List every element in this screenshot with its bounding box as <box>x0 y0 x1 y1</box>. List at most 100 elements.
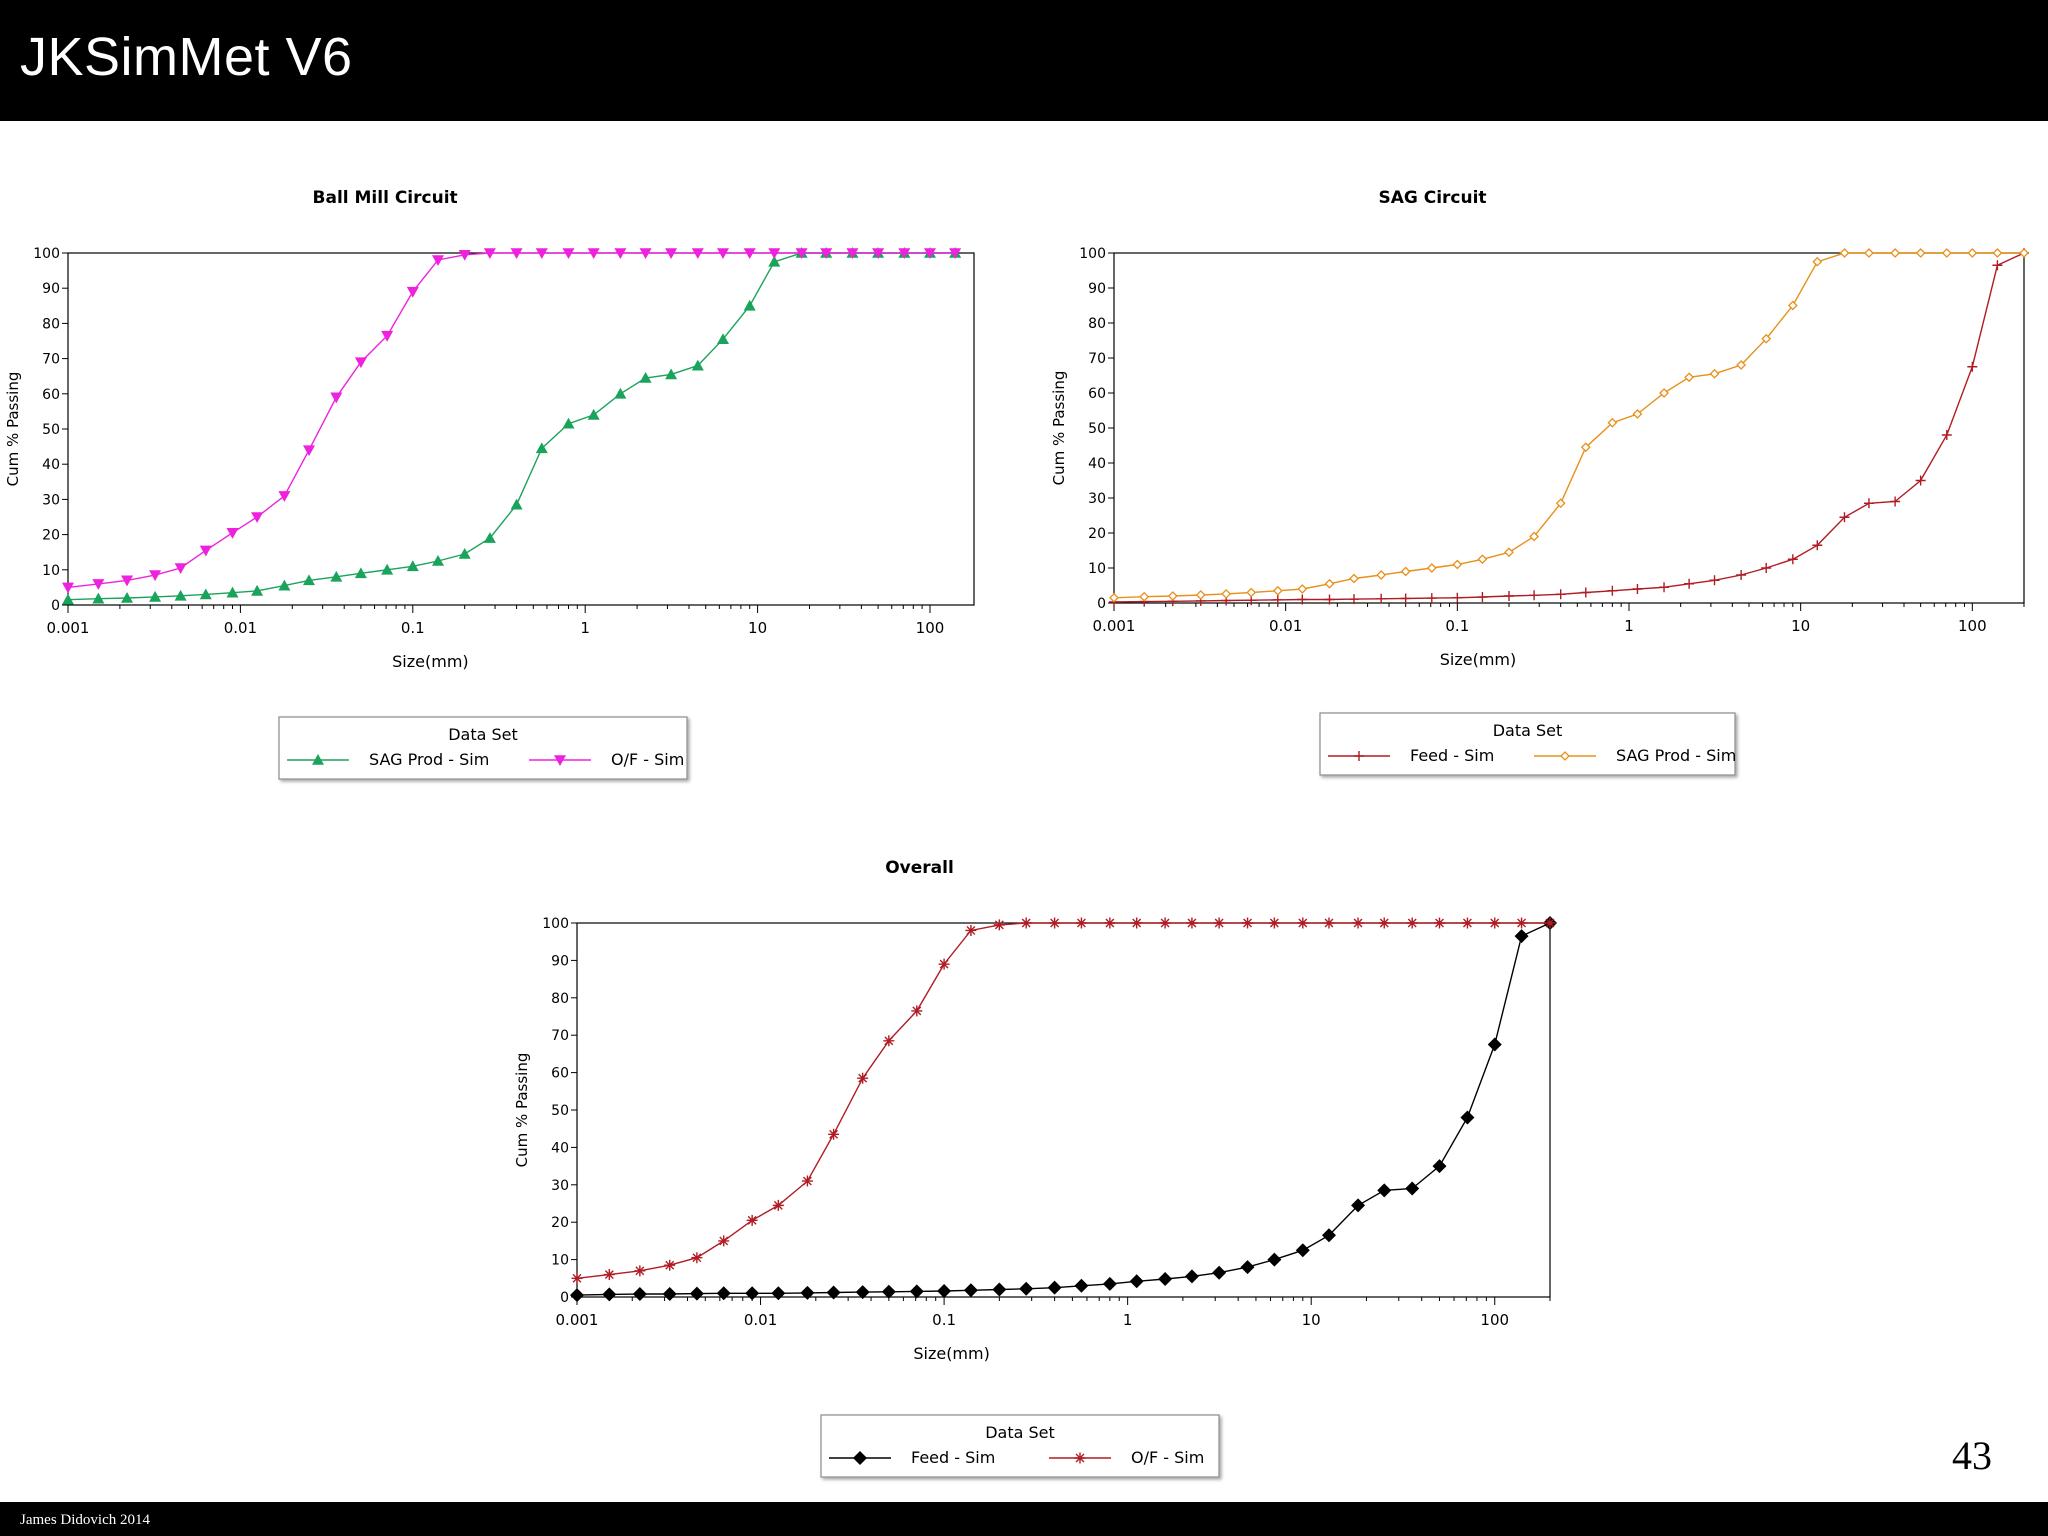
y-tick-label: 90 <box>551 953 569 969</box>
data-point <box>1321 1228 1336 1243</box>
data-point <box>1555 498 1566 509</box>
data-point <box>535 248 548 259</box>
x-axis-label: Size(mm) <box>913 1344 990 1363</box>
data-point <box>1761 333 1772 344</box>
data-point <box>716 333 729 345</box>
data-point <box>1426 563 1437 573</box>
legend-title: Data Set <box>1493 721 1563 740</box>
y-tick-label: 60 <box>1088 386 1106 402</box>
data-point <box>62 593 74 605</box>
data-point <box>691 1252 703 1264</box>
y-tick-label: 20 <box>42 528 60 544</box>
data-point <box>330 570 343 582</box>
data-point <box>381 563 394 575</box>
data-point <box>562 417 575 429</box>
data-point <box>1212 1265 1227 1280</box>
x-tick-label: 10 <box>748 619 767 637</box>
data-point <box>1864 248 1874 258</box>
legend: Data Set SAG Prod - Sim O/F - Sim <box>278 716 688 780</box>
series-o-f-sim <box>571 917 1556 1284</box>
data-point <box>1863 498 1874 509</box>
legend-title: Data Set <box>985 1423 1055 1442</box>
data-point <box>570 1288 584 1303</box>
data-point <box>354 567 367 579</box>
y-tick-label: 70 <box>1088 351 1106 367</box>
y-tick-label: 80 <box>551 991 569 1007</box>
data-point <box>1167 591 1178 601</box>
data-point <box>1992 260 2003 271</box>
data-point <box>1426 593 1437 604</box>
x-tick-label: 1 <box>1123 1311 1133 1329</box>
y-tick-label: 60 <box>551 1066 569 1082</box>
y-tick-label: 10 <box>551 1253 569 1269</box>
data-point <box>1213 917 1225 929</box>
y-tick-label: 100 <box>33 246 60 262</box>
data-point <box>1992 248 2003 258</box>
data-point <box>1195 590 1206 600</box>
data-point <box>826 1285 841 1300</box>
data-point <box>354 357 367 369</box>
data-point <box>174 589 187 601</box>
legend-title: Data Set <box>448 725 518 744</box>
data-point <box>1131 917 1143 929</box>
data-point <box>1890 248 1901 258</box>
data-point <box>1376 570 1387 580</box>
x-tick-label: 0.001 <box>1093 617 1136 635</box>
sag-circuit-chart: SAG Circuit 0 10 20 30 40 50 60 70 80 90 100 0.001 0.… <box>1050 188 2029 776</box>
data-point <box>330 392 343 404</box>
data-point <box>1242 917 1254 929</box>
data-point <box>303 445 316 457</box>
y-axis-label: Cum % Passing <box>1050 371 1068 486</box>
data-point <box>1555 589 1566 600</box>
data-point <box>199 588 212 600</box>
data-point <box>911 1005 923 1017</box>
data-point <box>923 248 936 259</box>
data-point <box>303 574 316 586</box>
data-point <box>1461 917 1473 929</box>
data-point <box>855 1285 870 1300</box>
data-point <box>226 528 239 539</box>
data-point <box>828 1128 840 1140</box>
data-point <box>1890 496 1901 507</box>
y-tick-label: 40 <box>1088 456 1106 472</box>
legend-label: Feed - Sim <box>911 1448 995 1467</box>
data-point <box>1941 248 1952 258</box>
data-point <box>1376 593 1387 604</box>
data-point <box>1049 917 1061 929</box>
legend-marker <box>1560 751 1570 761</box>
data-point <box>483 248 496 259</box>
data-point <box>1529 531 1540 542</box>
data-point <box>1452 559 1463 570</box>
data-point <box>1736 570 1747 580</box>
data-point <box>795 248 808 259</box>
data-point <box>1452 592 1463 603</box>
data-point <box>1104 917 1116 929</box>
x-tick-label: 100 <box>916 619 945 637</box>
x-tick-label: 0.1 <box>401 619 425 637</box>
data-point <box>1477 554 1488 565</box>
y-tick-label: 90 <box>1088 281 1106 297</box>
data-point <box>1812 540 1823 551</box>
data-point <box>1580 587 1591 598</box>
data-point <box>251 512 264 523</box>
data-point <box>881 1284 896 1299</box>
data-point <box>1405 1181 1420 1196</box>
data-point <box>1349 573 1359 584</box>
data-point <box>510 248 523 259</box>
footer-credit: James Didovich 2014 <box>20 1512 150 1528</box>
data-point <box>62 582 74 594</box>
series-line <box>576 922 1550 1279</box>
plot-frame <box>1113 252 2025 604</box>
data-point <box>1378 917 1390 929</box>
data-point <box>800 1285 815 1300</box>
data-point <box>743 299 756 311</box>
x-tick-label: 0.001 <box>47 619 90 637</box>
data-point <box>691 359 704 371</box>
y-tick-label: 50 <box>551 1103 569 1119</box>
data-point <box>1941 430 1952 440</box>
series-line <box>1113 252 2024 599</box>
data-point <box>1348 594 1359 605</box>
data-point <box>1297 917 1309 929</box>
data-point <box>1787 300 1798 311</box>
ball-mill-circuit-chart: Ball Mill Circuit 0 10 20 30 40 50 60 70 80 90 100 0… <box>4 188 975 780</box>
